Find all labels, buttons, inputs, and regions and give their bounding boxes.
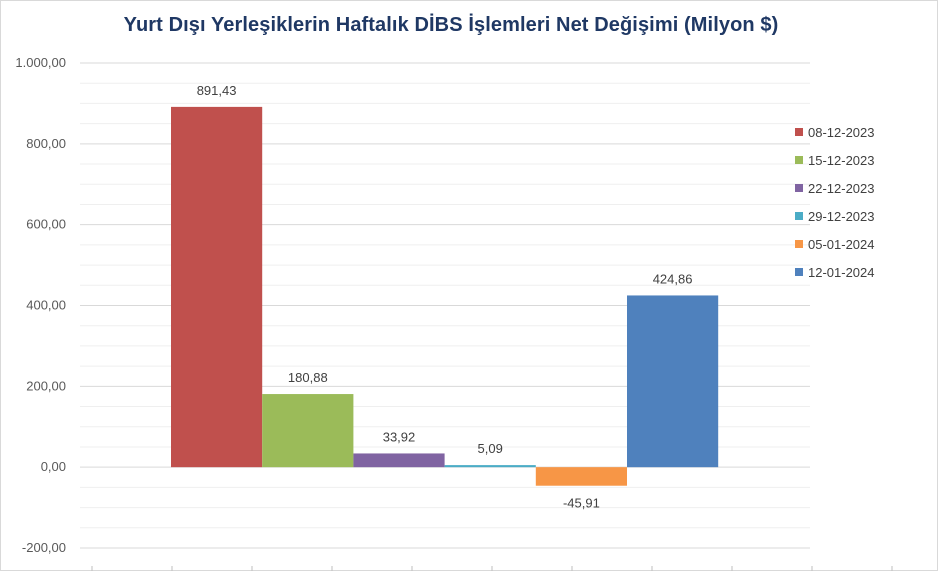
y-tick-label: 800,00: [26, 136, 66, 151]
legend-item: 29-12-2023: [795, 202, 875, 230]
y-tick-label: 200,00: [26, 378, 66, 393]
bar-29-12-2023: [444, 465, 536, 468]
data-label: 33,92: [383, 429, 416, 444]
bar-08-12-2023: [171, 106, 263, 468]
legend-swatch: [795, 268, 803, 276]
legend-item: 08-12-2023: [795, 118, 875, 146]
data-label: 5,09: [478, 441, 503, 456]
y-tick-label: 1.000,00: [15, 55, 66, 70]
data-label: 180,88: [288, 370, 328, 385]
legend-label: 12-01-2024: [808, 264, 875, 280]
y-tick-label: 400,00: [26, 298, 66, 313]
legend-label: 05-01-2024: [808, 236, 875, 252]
chart-legend: 08-12-2023 15-12-2023 22-12-2023 29-12-2023…: [795, 118, 875, 286]
legend-label: 08-12-2023: [808, 124, 875, 140]
y-tick-label: 0,00: [41, 459, 66, 474]
legend-swatch: [795, 156, 803, 164]
legend-swatch: [795, 212, 803, 220]
legend-item: 22-12-2023: [795, 174, 875, 202]
legend-label: 29-12-2023: [808, 208, 875, 224]
bar-22-12-2023: [353, 453, 445, 468]
legend-item: 05-01-2024: [795, 230, 875, 258]
data-label: -45,91: [563, 496, 600, 511]
y-tick-label: 600,00: [26, 217, 66, 232]
y-tick-label: -200,00: [22, 540, 66, 555]
chart-title: Yurt Dışı Yerleşiklerin Haftalık DİBS İş…: [123, 14, 779, 36]
legend-label: 15-12-2023: [808, 152, 875, 168]
legend-swatch: [795, 128, 803, 136]
legend-swatch: [795, 184, 803, 192]
legend-label: 22-12-2023: [808, 180, 875, 196]
legend-swatch: [795, 240, 803, 248]
bar-12-01-2024: [627, 295, 719, 468]
data-label: 424,86: [653, 271, 693, 286]
legend-item: 12-01-2024: [795, 258, 875, 286]
bar-15-12-2023: [262, 394, 354, 468]
legend-item: 15-12-2023: [795, 146, 875, 174]
bar-05-01-2024: [535, 467, 627, 486]
data-label: 891,43: [197, 83, 237, 98]
